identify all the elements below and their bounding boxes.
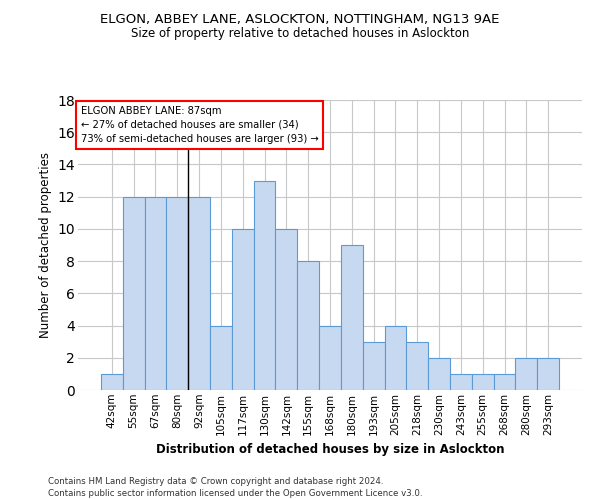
Bar xyxy=(428,358,450,390)
Bar xyxy=(166,196,188,390)
Text: Contains HM Land Registry data © Crown copyright and database right 2024.
Contai: Contains HM Land Registry data © Crown c… xyxy=(48,476,422,498)
Bar xyxy=(319,326,341,390)
Bar xyxy=(450,374,472,390)
Bar xyxy=(494,374,515,390)
Y-axis label: Number of detached properties: Number of detached properties xyxy=(39,152,52,338)
X-axis label: Distribution of detached houses by size in Aslockton: Distribution of detached houses by size … xyxy=(156,443,504,456)
Text: ELGON, ABBEY LANE, ASLOCKTON, NOTTINGHAM, NG13 9AE: ELGON, ABBEY LANE, ASLOCKTON, NOTTINGHAM… xyxy=(100,12,500,26)
Bar xyxy=(232,229,254,390)
Text: Size of property relative to detached houses in Aslockton: Size of property relative to detached ho… xyxy=(131,28,469,40)
Bar xyxy=(123,196,145,390)
Bar xyxy=(363,342,385,390)
Bar xyxy=(341,245,363,390)
Bar xyxy=(254,180,275,390)
Bar xyxy=(297,261,319,390)
Bar xyxy=(537,358,559,390)
Bar xyxy=(472,374,494,390)
Bar xyxy=(275,229,297,390)
Bar xyxy=(188,196,210,390)
Bar xyxy=(101,374,123,390)
Bar xyxy=(406,342,428,390)
Text: ELGON ABBEY LANE: 87sqm
← 27% of detached houses are smaller (34)
73% of semi-de: ELGON ABBEY LANE: 87sqm ← 27% of detache… xyxy=(80,106,318,144)
Bar xyxy=(210,326,232,390)
Bar xyxy=(145,196,166,390)
Bar xyxy=(515,358,537,390)
Bar xyxy=(385,326,406,390)
